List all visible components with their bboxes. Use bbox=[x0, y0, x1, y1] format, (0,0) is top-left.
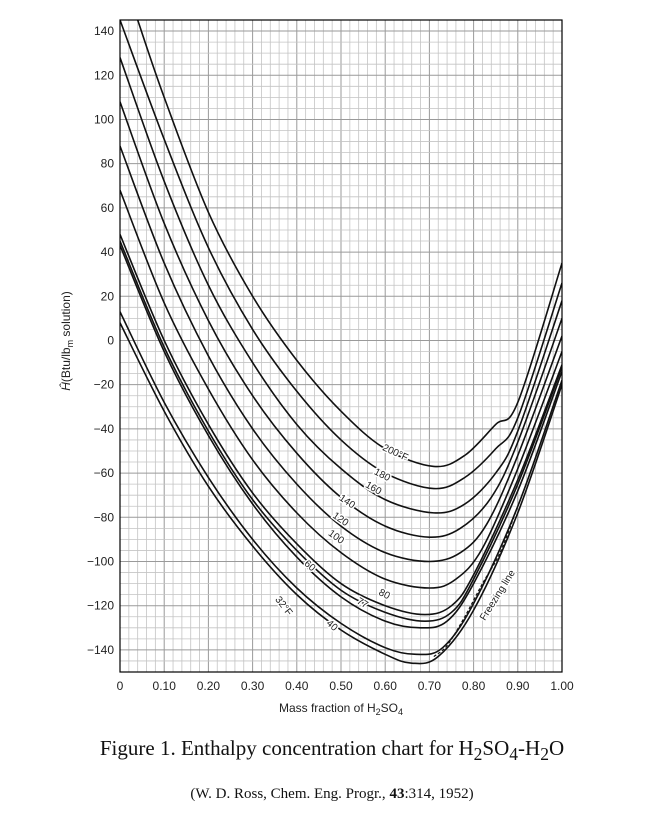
y-tick-label-7: 0 bbox=[107, 333, 114, 347]
y-tick-label-13: −120 bbox=[87, 599, 114, 613]
y-tick-label-2: 100 bbox=[94, 112, 114, 126]
y-tick-label-8: −20 bbox=[94, 378, 115, 392]
x-tick-label-7: 0.70 bbox=[418, 679, 442, 693]
y-tick-label-3: 80 bbox=[101, 157, 115, 171]
isotherm-line-6 bbox=[120, 145, 562, 563]
y-tick-label-12: −100 bbox=[87, 554, 114, 568]
enthalpy-chart: 32°F 40 60 77 80 100 120 140 160 180 200°F Freezing… bbox=[58, 19, 574, 717]
y-axis-title: Ĥ(Btu/lbm solution) bbox=[58, 291, 75, 391]
isotherm-line-5 bbox=[120, 189, 562, 589]
x-tick-label-6: 0.60 bbox=[374, 679, 398, 693]
x-tick-label-2: 0.20 bbox=[197, 679, 221, 693]
gridlines bbox=[120, 20, 562, 672]
x-tick-label-4: 0.40 bbox=[285, 679, 309, 693]
x-tick-label-8: 0.80 bbox=[462, 679, 486, 693]
y-tick-label-10: −60 bbox=[94, 466, 115, 480]
freezing-line bbox=[433, 506, 519, 658]
curve-label-6: 120 bbox=[330, 510, 350, 529]
y-tick-label-11: −80 bbox=[94, 510, 115, 524]
y-tick-label-0: 140 bbox=[94, 24, 114, 38]
plot-frame bbox=[119, 19, 563, 673]
isotherm-line-0 bbox=[120, 322, 562, 665]
isotherm-line-3 bbox=[120, 240, 562, 622]
curve-label-2: 60 bbox=[302, 558, 318, 574]
x-tick-label-5: 0.50 bbox=[329, 679, 353, 693]
curve-label-0: 32°F bbox=[272, 595, 294, 619]
y-tick-label-6: 20 bbox=[101, 289, 115, 303]
x-tick-label-0: 0 bbox=[117, 679, 124, 693]
freezing-line-label: Freezing line bbox=[478, 568, 518, 623]
x-tick-label-3: 0.30 bbox=[241, 679, 265, 693]
y-tick-label-1: 120 bbox=[94, 68, 114, 82]
tick-labels: 0 0.10 0.20 0.30 0.40 0.50 0.60 0.70 0.80 0.90 1.0… bbox=[87, 24, 574, 693]
chart-svg: 32°F40607780100120140160180200°FFreezing… bbox=[58, 19, 574, 717]
isotherm-line-9 bbox=[120, 20, 562, 490]
isotherm-line-1 bbox=[120, 311, 562, 656]
isotherm-line-8 bbox=[120, 57, 562, 514]
x-axis-title: Mass fraction of H2SO4 bbox=[279, 701, 403, 717]
y-tick-label-9: −40 bbox=[94, 422, 115, 436]
isotherm-line-2 bbox=[120, 245, 562, 629]
figure-source: (W. D. Ross, Chem. Eng. Progr., 43:314, … bbox=[190, 786, 474, 802]
x-tick-label-10: 1.00 bbox=[550, 679, 574, 693]
x-tick-label-9: 0.90 bbox=[506, 679, 530, 693]
figure-caption: Figure 1. Enthalpy concentration chart f… bbox=[99, 736, 565, 765]
y-tick-label-14: −140 bbox=[87, 643, 114, 657]
isotherm-line-10 bbox=[136, 20, 562, 468]
isotherm-line-4 bbox=[120, 234, 562, 616]
x-tick-label-1: 0.10 bbox=[153, 679, 177, 693]
y-tick-label-4: 60 bbox=[101, 201, 115, 215]
isotherm-curves bbox=[120, 20, 562, 665]
curve-label-4: 80 bbox=[377, 587, 392, 602]
y-tick-label-5: 40 bbox=[101, 245, 115, 259]
curve-label-9: 180 bbox=[372, 467, 392, 485]
curve-label-5: 100 bbox=[326, 528, 346, 547]
isotherm-line-7 bbox=[120, 101, 562, 538]
